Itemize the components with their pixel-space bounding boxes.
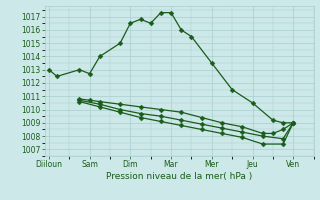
- X-axis label: Pression niveau de la mer( hPa ): Pression niveau de la mer( hPa ): [106, 172, 252, 181]
